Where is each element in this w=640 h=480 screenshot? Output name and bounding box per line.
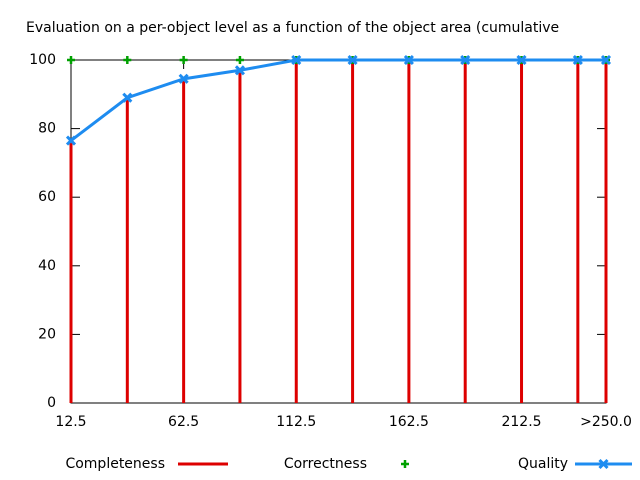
legend-swatch-shape [598, 458, 609, 470]
point [460, 54, 471, 66]
point-shape [67, 56, 75, 64]
point [234, 65, 246, 76]
point [291, 54, 302, 66]
point-shape [179, 56, 188, 64]
plot-border [70, 59, 607, 404]
point-shape [123, 56, 132, 64]
y-tick-label: 60 [38, 189, 56, 205]
x-tick-label: 162.5 [389, 414, 429, 430]
point [347, 54, 358, 66]
point-shape [460, 54, 471, 66]
point [178, 73, 189, 84]
point-shape [600, 54, 612, 66]
legend-label: Quality [518, 456, 568, 472]
y-tick-label: 0 [47, 395, 56, 411]
x-tick-label: 212.5 [501, 414, 541, 430]
y-tick-label: 100 [29, 52, 56, 68]
point [235, 56, 244, 64]
point [516, 54, 527, 66]
point [65, 135, 77, 146]
y-tick-label: 20 [38, 326, 56, 342]
point [67, 56, 75, 64]
legend-label: Correctness [284, 456, 367, 472]
line [70, 58, 606, 142]
y-tick-label: 80 [38, 121, 56, 137]
point-shape [516, 54, 527, 66]
y-tick-label: 40 [38, 258, 56, 274]
legend-swatch-shape [401, 460, 409, 468]
point [403, 54, 414, 66]
chart-title: Evaluation on a per-object level as a fu… [26, 20, 559, 36]
point-shape [65, 135, 77, 146]
point-shape [235, 56, 244, 64]
point-shape [122, 92, 133, 103]
point [600, 54, 612, 66]
point [122, 92, 133, 103]
point [123, 56, 132, 64]
x-tick-label: 12.5 [55, 414, 86, 430]
point-shape [178, 73, 189, 84]
x-tick-label: 62.5 [168, 414, 199, 430]
point [572, 54, 583, 66]
legend-label: Completeness [65, 456, 165, 472]
point-shape [347, 54, 358, 66]
point-shape [234, 65, 246, 76]
point-shape [572, 54, 583, 66]
point [179, 56, 188, 64]
legend-swatch [598, 458, 609, 470]
x-tick-label: 112.5 [276, 414, 316, 430]
point-shape [291, 54, 302, 66]
legend-swatch [401, 460, 409, 468]
x-tick-label: >250.0 [580, 414, 632, 430]
point-shape [403, 54, 414, 66]
